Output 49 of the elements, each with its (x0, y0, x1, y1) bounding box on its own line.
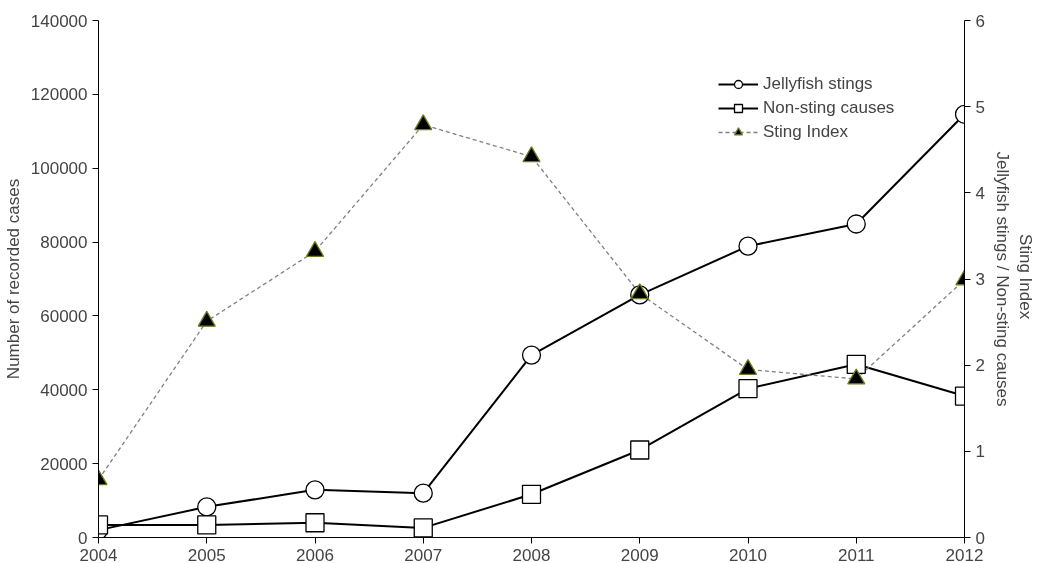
point (521, 345, 542, 365)
point (630, 440, 650, 460)
y2-tick-label: 0 (975, 528, 985, 548)
point (305, 513, 325, 533)
point (846, 214, 866, 234)
point (738, 359, 758, 376)
x-tick-label: 2011 (837, 545, 875, 563)
y-axis-title: Number of recorded cases (3, 178, 23, 380)
point (197, 515, 217, 535)
y-tick-label: 120000 (30, 85, 88, 105)
y2-tick-label: 1 (975, 442, 985, 462)
y2-axis-title: Sting Index Jellyfish stings / Non-sting causes (992, 151, 1035, 407)
x-tick-label: 2006 (296, 545, 334, 563)
point (847, 368, 866, 385)
y-tick-label: 80000 (40, 233, 88, 253)
legend-label: Sting Index (763, 122, 849, 142)
x-tick-label: 2009 (620, 545, 659, 563)
y-tick-label: 100000 (30, 159, 88, 179)
y-tick-label: 20000 (40, 454, 88, 474)
point (413, 518, 433, 538)
y2-tick-label: 3 (975, 270, 985, 289)
y-tick-label: 0 (78, 528, 88, 548)
y-tick-label: 60000 (40, 306, 88, 326)
y2-tick-label: 2 (975, 356, 985, 376)
point (197, 497, 217, 517)
x-tick-label: 2012 (945, 545, 984, 563)
point (738, 379, 758, 399)
x-tick-label: 2010 (729, 545, 767, 563)
y2-tick-label: 5 (975, 97, 985, 117)
y2-tick-label: 4 (975, 183, 985, 203)
point (630, 283, 649, 300)
y-tick-label: 40000 (40, 380, 88, 400)
legend-label: Jellyfish stings (763, 74, 873, 94)
x-tick-label: 2005 (187, 545, 226, 563)
point (521, 484, 542, 504)
y2-tick-label: 6 (975, 11, 985, 31)
x-tick-label: 2004 (79, 545, 118, 563)
point (305, 480, 325, 500)
point (305, 240, 325, 257)
legend-label: Non-sting causes (763, 98, 895, 118)
point (197, 310, 216, 327)
point (738, 236, 758, 256)
y-tick-label: 140000 (30, 11, 88, 31)
point (846, 354, 866, 374)
x-tick-label: 2007 (404, 545, 443, 563)
point (522, 146, 541, 163)
x-tick-label: 2008 (512, 545, 551, 563)
point (413, 483, 433, 503)
point (414, 114, 433, 131)
